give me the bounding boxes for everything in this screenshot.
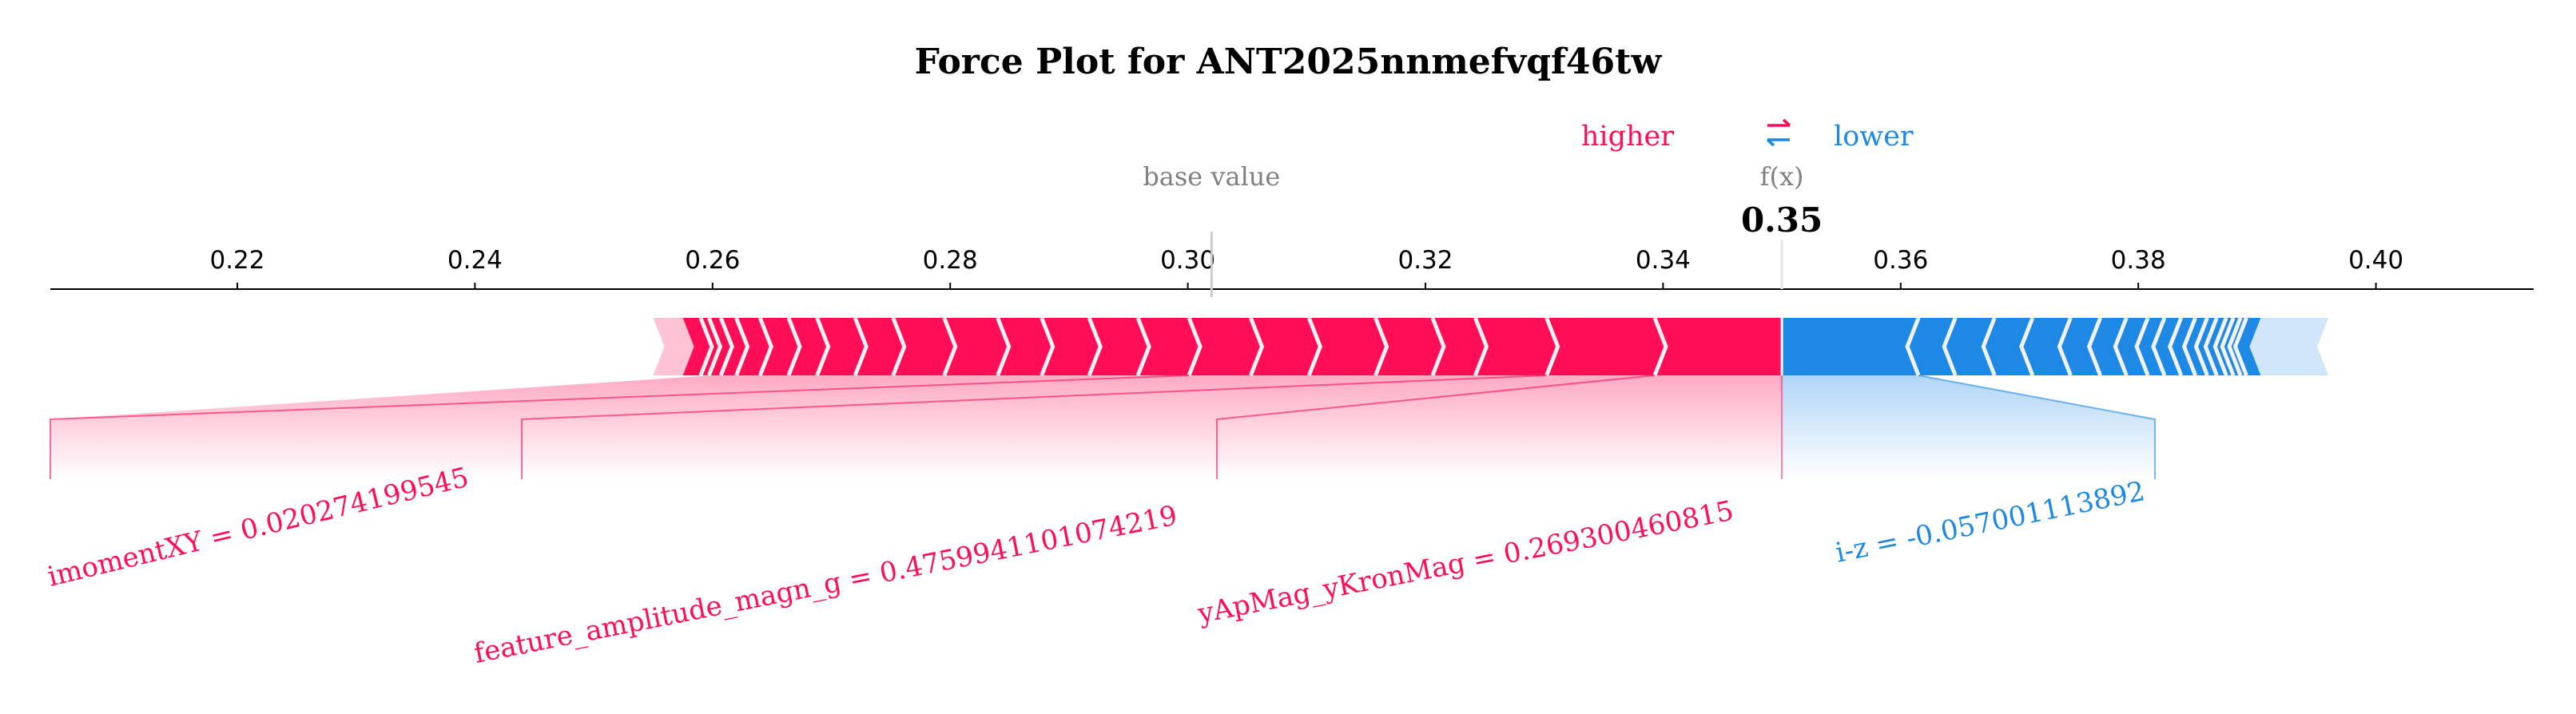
chart-title: Force Plot for ANT2025nnmefvqf46tw (915, 42, 1663, 82)
label-connector (521, 375, 1547, 479)
positive-segment-separator (1652, 317, 1668, 376)
negative-segment-separator (2212, 317, 2228, 376)
x-tick-label: 0.24 (447, 246, 503, 275)
label-fills (50, 375, 2155, 479)
positive-segment-separator (757, 317, 773, 376)
label-connector (1918, 375, 2156, 479)
feature-label: yApMag_yKronMag = 0.269300460815 (1195, 495, 1736, 631)
x-axis: 0.22 0.24 0.26 0.28 0.30 0.32 0.34 0.36 0.38 0.40 (50, 232, 2534, 297)
negative-segment-separator (2086, 317, 2102, 376)
x-tick-label: 0.38 (2111, 246, 2166, 275)
x-tick-label: 0.26 (685, 246, 740, 275)
positive-segment-separator (942, 317, 958, 376)
x-tick-label: 0.40 (2348, 246, 2403, 275)
positive-segment-separator (1087, 317, 1103, 376)
legend-lower: lower (1834, 121, 1914, 153)
fx-value: 0.35 (1741, 200, 1823, 240)
negative-segment-separator (2203, 317, 2219, 376)
negative-segment-separator (2151, 317, 2167, 376)
negative-segment-separator (2220, 317, 2236, 376)
positive-segment-separator (815, 317, 831, 376)
positive-label-fill (50, 375, 1783, 479)
legend-higher: higher (1581, 121, 1674, 153)
positive-segment-separator (1544, 317, 1560, 376)
positive-segment-separator (718, 317, 734, 376)
label-connectors (50, 375, 2156, 479)
negative-segment-separator (2181, 317, 2197, 376)
x-tick-label: 0.30 (1160, 246, 1215, 275)
negative-segment-separator (2227, 317, 2243, 376)
negative-segment-separator (2057, 317, 2073, 376)
feature-label: feature_amplitude_magn_g = 0.47599411010… (471, 500, 1180, 670)
legend: higher lower (1581, 118, 1914, 153)
positive-segment-separator (853, 317, 869, 376)
positive-segment-separator (996, 317, 1012, 376)
arrows-icon (1766, 118, 1791, 147)
feature-label: imomentXY = 0.020274199545 (45, 462, 472, 593)
negative-segment-separator (2113, 317, 2129, 376)
negative-segment-separator (2232, 317, 2248, 376)
positive-segment-separator (1473, 317, 1489, 376)
positive-segment-separator (786, 317, 802, 376)
negative-segment-separator (2134, 317, 2150, 376)
force-bars (653, 317, 2329, 376)
positive-segment-separator (1249, 317, 1265, 376)
negative-segment-separator (2019, 317, 2035, 376)
x-tick-label: 0.28 (923, 246, 978, 275)
positive-segment-separator (707, 317, 723, 376)
x-tick-label: 0.34 (1636, 246, 1691, 275)
x-tick-label: 0.36 (1873, 246, 1928, 275)
x-tick-label: 0.32 (1397, 246, 1453, 275)
feature-label: i-z = -0.057001113892 (1833, 475, 2148, 569)
fx-label: f(x) (1760, 161, 1804, 192)
negative-label-fill (1782, 375, 2155, 479)
positive-segment-separator (1306, 317, 1322, 376)
positive-segment-separator (1373, 317, 1389, 376)
label-connector (1216, 375, 1656, 479)
positive-segment-separator (734, 317, 750, 376)
x-tick-label: 0.22 (209, 246, 264, 275)
negative-segment-separator (1942, 317, 1958, 376)
negative-segment-separator (1981, 317, 1997, 376)
positive-segment-separator (1187, 317, 1203, 376)
negative-segment-separator (2168, 317, 2184, 376)
negative-segment-separator (2193, 317, 2209, 376)
feature-labels: imomentXY = 0.020274199545 feature_amplit… (45, 462, 2148, 670)
positive-segment-separator (891, 317, 907, 376)
positive-segment-separator (1135, 317, 1151, 376)
label-connector (50, 375, 1190, 479)
negative-segment-separator (1905, 317, 1921, 376)
positive-segment-separator (1040, 317, 1055, 376)
positive-segment-separator (1430, 317, 1446, 376)
base-value-label: base value (1143, 161, 1280, 192)
positive-bar (682, 318, 1783, 375)
positive-segment-separator (698, 317, 714, 376)
